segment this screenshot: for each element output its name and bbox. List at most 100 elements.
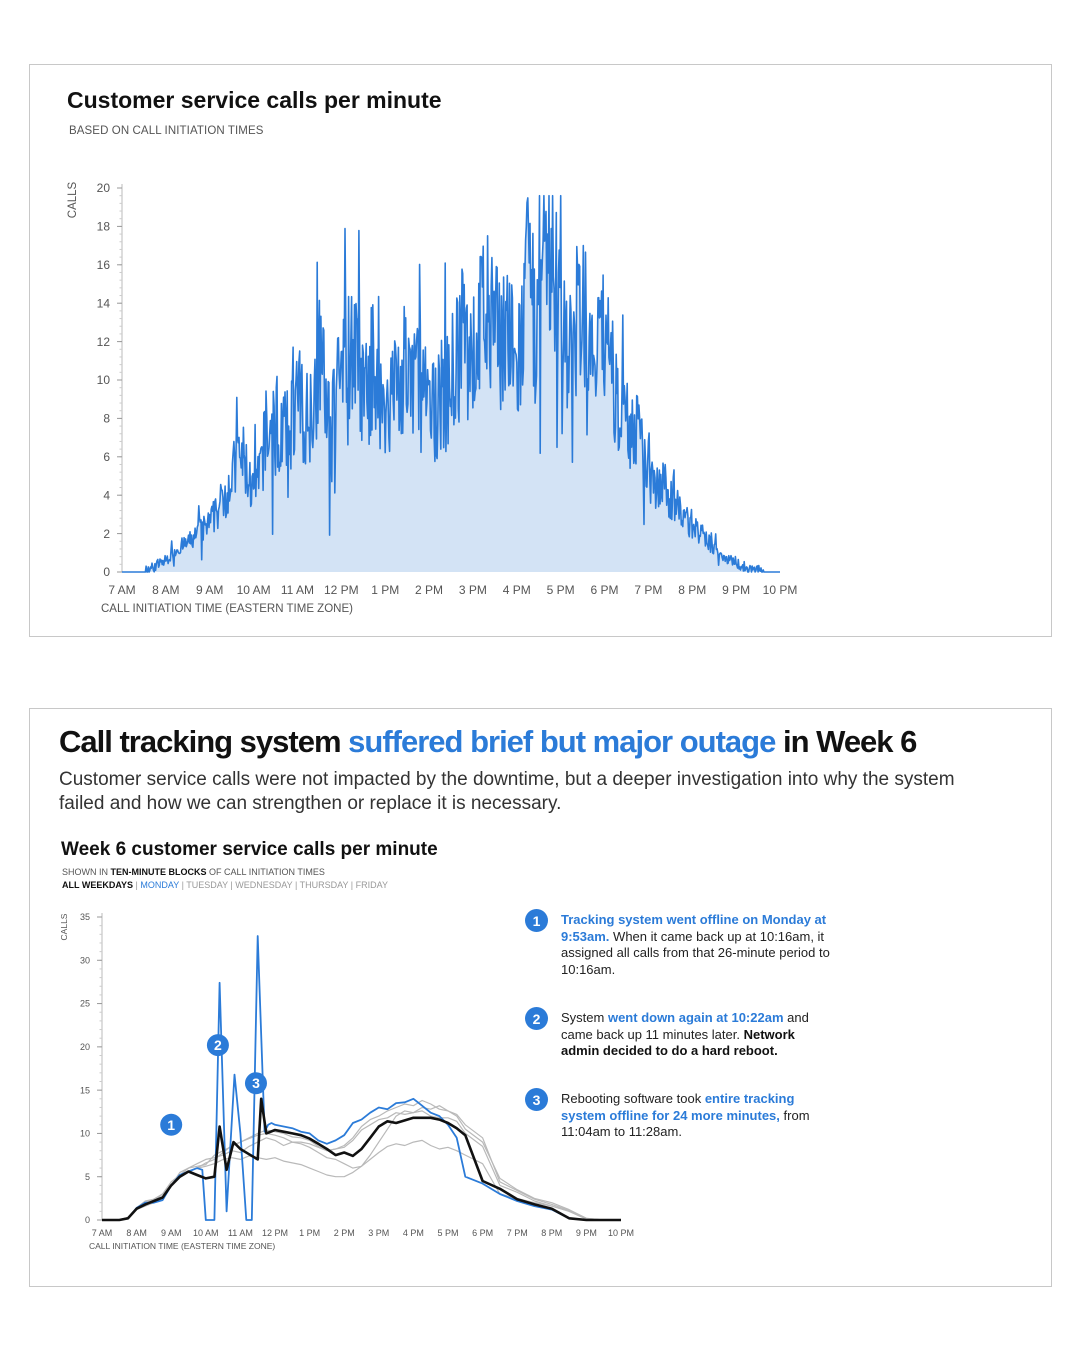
chart-marker-1: 1 — [160, 1113, 183, 1136]
annotation-2-bold: Network admin decided to do a hard reboo… — [561, 1026, 795, 1059]
annotation-3-highlight: entire tracking system offline for 24 mo… — [561, 1091, 795, 1123]
x-tick-label: 1 PM — [299, 1228, 320, 1238]
series-line-all-weekdays — [102, 1097, 621, 1222]
annotation-3-rest: from 11:04am to 11:28am. — [561, 1107, 810, 1140]
x-tick-label: 3 PM — [368, 1228, 389, 1238]
x-tick-label: 9 PM — [722, 583, 750, 597]
y-tick-label: 16 — [97, 258, 111, 272]
chart-1-title: Customer service calls per minute — [67, 87, 442, 113]
note-prefix: SHOWN IN — [62, 867, 108, 877]
y-tick-label: 25 — [80, 999, 90, 1009]
y-tick-label: 10 — [97, 373, 111, 387]
y-tick-label: 18 — [97, 220, 111, 234]
x-tick-label: 10 PM — [763, 583, 798, 597]
x-tick-label: 5 PM — [437, 1228, 458, 1238]
headline: Call tracking system suffered brief but … — [59, 724, 917, 760]
annotation-1-rest: When it came back up at 10:16am, it assi… — [561, 928, 830, 977]
annotation-1-highlight: Tracking system went offline on Monday a… — [561, 912, 827, 944]
calls-series-line — [121, 194, 781, 573]
y-tick-label: 0 — [103, 565, 110, 579]
x-tick-label: 11 AM — [228, 1228, 253, 1238]
x-tick-label: 4 PM — [403, 1228, 424, 1238]
legend-separator: | — [135, 880, 138, 890]
x-tick-label: 10 PM — [608, 1228, 634, 1238]
x-tick-label: 1 PM — [371, 583, 399, 597]
annotation-2-pre: System — [561, 1010, 605, 1025]
x-tick-label: 2 PM — [415, 583, 443, 597]
chart-marker-2: 2 — [206, 1034, 229, 1057]
x-tick-label: 3 PM — [459, 583, 487, 597]
annotation-2-badge: 2 — [525, 1007, 548, 1030]
marker-label: 1 — [167, 1117, 175, 1133]
x-tick-label: 8 AM — [126, 1228, 147, 1238]
x-tick-label: 4 PM — [503, 583, 531, 597]
marker-label: 2 — [214, 1037, 222, 1053]
y-tick-label: 35 — [80, 912, 90, 922]
x-tick-label: 5 PM — [547, 583, 575, 597]
annotation-2-text: System went down again at 10:22am and ca… — [561, 1010, 836, 1060]
headline-part-b: suffered brief but major outage — [348, 724, 776, 759]
y-tick-label: 0 — [85, 1215, 90, 1225]
y-tick-label: 5 — [85, 1172, 90, 1182]
marker-circle — [206, 1034, 229, 1057]
calls-area-fill — [122, 195, 780, 572]
annotation-1-text: Tracking system went offline on Monday a… — [561, 912, 836, 978]
annotation-3-pre: Rebooting software took — [561, 1091, 702, 1106]
annotation-2-highlight: went down again at 10:22am — [607, 1010, 784, 1025]
y-tick-label: 20 — [97, 181, 111, 195]
x-tick-label: 11 AM — [281, 583, 314, 597]
x-tick-label: 9 AM — [161, 1228, 182, 1238]
x-tick-label: 10 AM — [193, 1228, 219, 1238]
annotation-3-text: Rebooting software took entire tracking … — [561, 1091, 836, 1141]
headline-description: Customer service calls were not impacted… — [59, 769, 955, 814]
x-tick-label: 9 PM — [576, 1228, 597, 1238]
x-tick-label: 7 AM — [92, 1228, 113, 1238]
chart-2-note: SHOWN IN TEN-MINUTE BLOCKS OF CALL INITI… — [62, 867, 325, 877]
chart-panel-1: Customer service calls per minute BASED … — [29, 64, 1052, 637]
y-tick-label: 15 — [80, 1085, 90, 1095]
y-axis-label: CALLS — [59, 913, 69, 940]
chart-2-title: Week 6 customer service calls per minute — [61, 839, 438, 860]
legend-other-days: | TUESDAY | WEDNESDAY | THURSDAY | FRIDA… — [181, 880, 388, 890]
x-tick-label: 7 PM — [634, 583, 662, 597]
y-tick-label: 6 — [103, 450, 110, 464]
headline-part-a: Call tracking system — [59, 724, 342, 759]
x-tick-label: 6 PM — [472, 1228, 493, 1238]
marker-label: 3 — [252, 1075, 260, 1091]
y-tick-label: 4 — [103, 488, 110, 502]
x-tick-label: 8 PM — [678, 583, 706, 597]
x-tick-label: 7 AM — [108, 583, 135, 597]
note-suffix: OF CALL INITIATION TIMES — [209, 867, 325, 877]
y-axis-label: CALLS — [67, 181, 79, 218]
y-tick-label: 12 — [97, 335, 111, 349]
y-tick-label: 30 — [80, 955, 90, 965]
marker-circle — [160, 1113, 183, 1136]
x-tick-label: 8 PM — [541, 1228, 562, 1238]
y-tick-label: 8 — [103, 412, 110, 426]
y-tick-label: 2 — [103, 527, 110, 541]
chart-2-svg: 0 5 10 15 20 25 30 35 CALLS 7 AM 8 AM 9 AM 10 AM 11 A… — [59, 912, 634, 1251]
annotation-3-badge: 3 — [525, 1088, 548, 1111]
note-bold: TEN-MINUTE BLOCKS — [110, 867, 207, 877]
series-line-tuesday — [102, 1105, 621, 1221]
legend-monday: MONDAY — [140, 880, 180, 890]
chart-panel-2: Call tracking system suffered brief but … — [29, 708, 1052, 1287]
x-tick-label: 12 PM — [262, 1228, 288, 1238]
x-tick-label: 9 AM — [196, 583, 223, 597]
y-tick-label: 10 — [80, 1129, 90, 1139]
marker-circle — [244, 1072, 267, 1095]
x-tick-label: 7 PM — [507, 1228, 528, 1238]
chart-1-svg: 0 2 4 6 8 10 12 14 16 18 20 CALLS 7 AM 8 AM 9 AM 10 AM 1… — [67, 181, 798, 615]
headline-part-c: in Week 6 — [782, 724, 917, 759]
annotation-2-mid: and came back up 11 minutes later. — [561, 1010, 809, 1042]
chart-2-legend: ALL WEEKDAYS | MONDAY | TUESDAY | WEDNES… — [62, 880, 388, 890]
x-axis-label: CALL INITIATION TIME (EASTERN TIME ZONE) — [89, 1241, 275, 1251]
chart-1-subtitle: BASED ON CALL INITIATION TIMES — [69, 125, 264, 137]
y-tick-label: 20 — [80, 1042, 90, 1052]
annotation-1-badge: 1 — [525, 909, 548, 932]
x-tick-label: 12 PM — [324, 583, 359, 597]
x-tick-label: 2 PM — [334, 1228, 355, 1238]
x-tick-label: 6 PM — [591, 583, 619, 597]
legend-all-weekdays: ALL WEEKDAYS — [62, 880, 134, 890]
y-tick-label: 14 — [97, 296, 111, 310]
